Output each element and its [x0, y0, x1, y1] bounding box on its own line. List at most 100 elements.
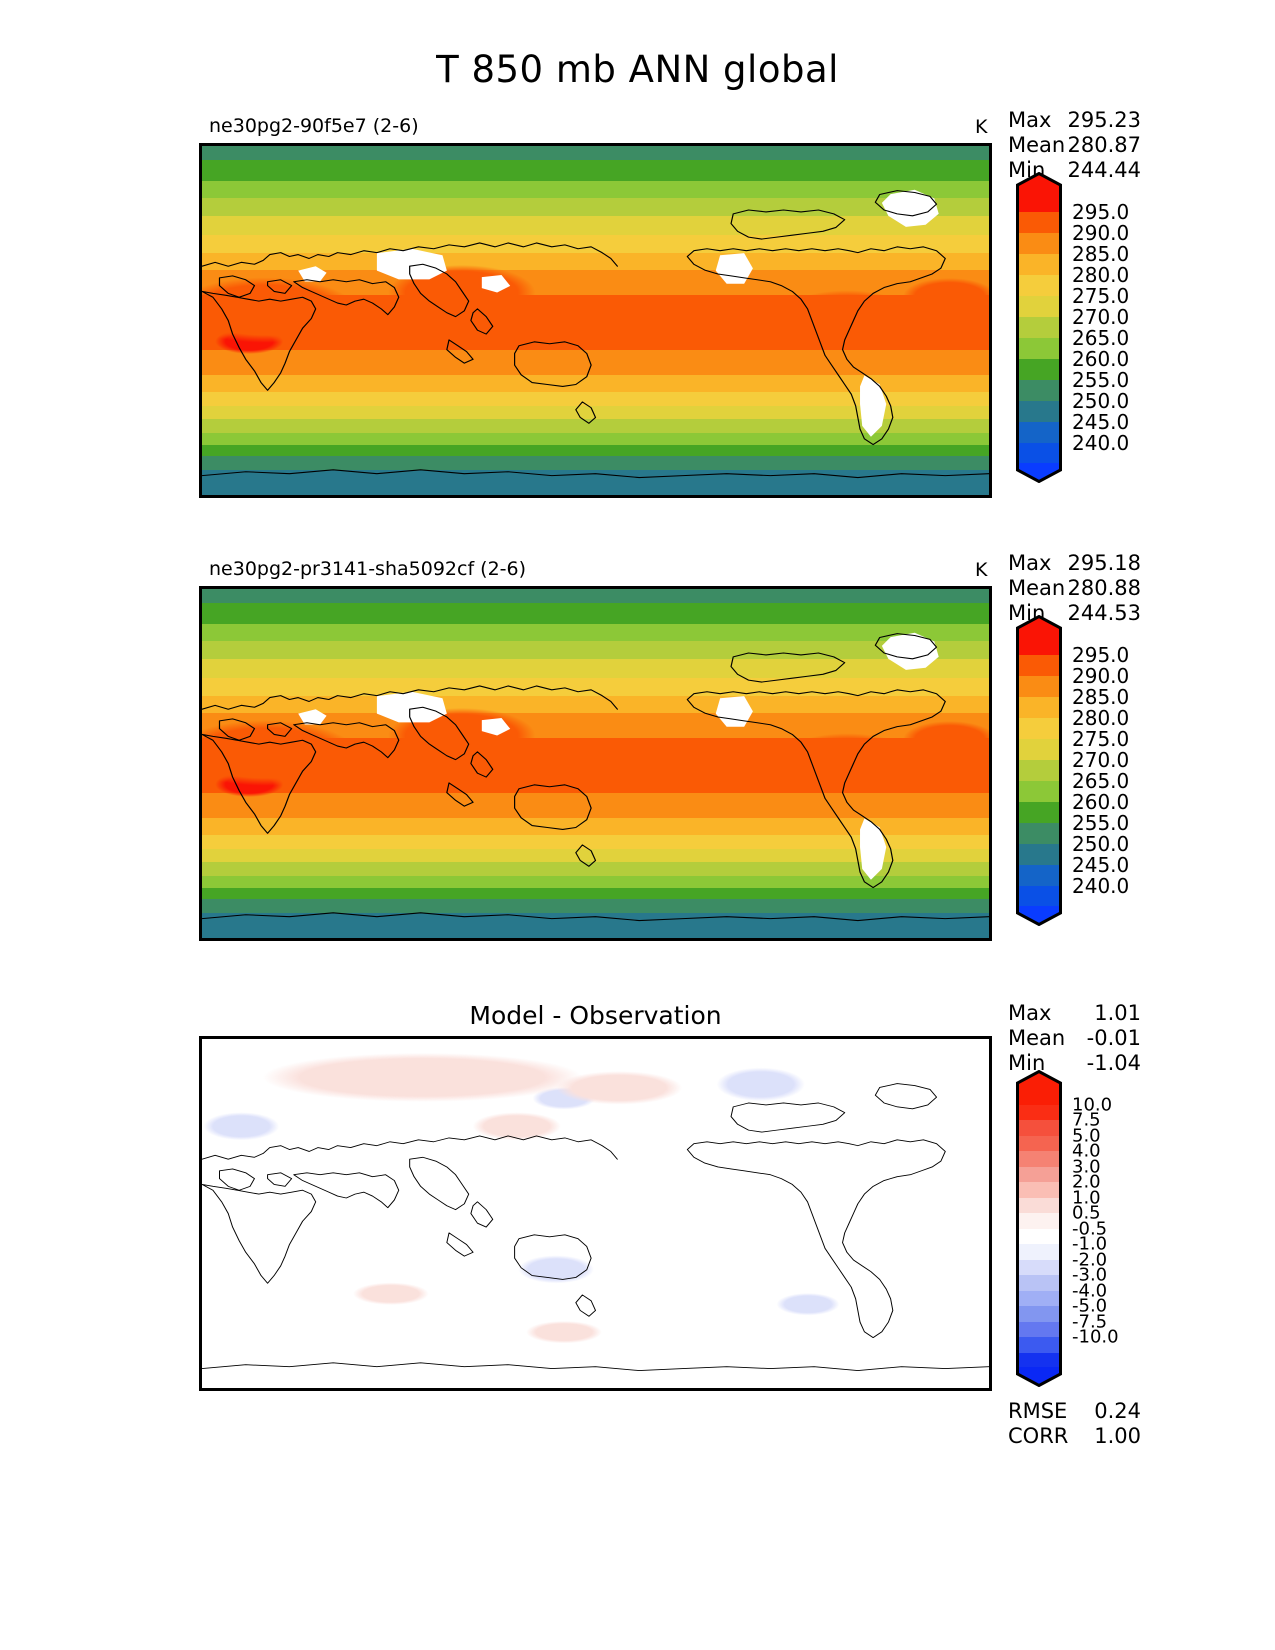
colorbar-segment — [1019, 1306, 1059, 1322]
colorbar-segment — [1019, 212, 1059, 234]
colorbar-segment — [1019, 1321, 1059, 1338]
colorbar-segment — [1019, 1120, 1059, 1136]
colorbar-tick-label: 250.0 — [1072, 389, 1130, 413]
panel-caption: ne30pg2-pr3141-sha5092cf (2-6) — [209, 558, 527, 580]
units-label: K — [975, 116, 988, 138]
panel-statistics: Max 1.01 Mean -0.01 Min -1.04 — [1008, 1001, 1141, 1076]
colorbar-tick-label: 285.0 — [1072, 685, 1130, 709]
colorbar-segment — [1019, 1275, 1059, 1291]
stat-value: 244.53 — [1067, 601, 1141, 625]
stat-key: Max — [1008, 551, 1052, 575]
coastline-overlay — [202, 146, 989, 495]
colorbar-segment — [1019, 1104, 1059, 1121]
y-axis-tick — [199, 1217, 202, 1220]
colorbar-segment — [1019, 1290, 1059, 1307]
colorbar-segment — [1019, 380, 1059, 402]
stat-value: 1.01 — [1094, 1001, 1141, 1025]
units-label: K — [975, 559, 988, 581]
colorbar-segment — [1019, 1337, 1059, 1353]
colorbar-tick-label: 260.0 — [1072, 347, 1130, 371]
colorbar-segment — [1019, 1089, 1059, 1105]
colorbar-tick-label: -1.0 — [1072, 1233, 1108, 1255]
colorbar-tick-label: 270.0 — [1072, 748, 1130, 772]
colorbar-segment — [1019, 1151, 1059, 1167]
colorbar-over-arrow — [1016, 172, 1062, 192]
colorbar-tick-label: -0.5 — [1072, 1218, 1108, 1239]
x-axis-tick — [466, 1388, 469, 1391]
colorbar-tick-label: 4.0 — [1072, 1140, 1101, 1162]
colorbar-segment — [1019, 886, 1059, 908]
colorbar-tick-label: -5.0 — [1072, 1295, 1108, 1317]
colorbar-segment — [1019, 1182, 1059, 1198]
colorbar-segment — [1019, 422, 1059, 444]
stat-value: 280.87 — [1067, 133, 1141, 157]
colorbar-under-arrow — [1016, 906, 1062, 926]
colorbar-segment — [1019, 338, 1059, 360]
colorbar-tick-label: -7.5 — [1072, 1311, 1108, 1332]
colorbar-segment — [1019, 655, 1059, 677]
colorbar-segment — [1019, 359, 1059, 381]
colorbar-segment — [1019, 1244, 1059, 1260]
colorbar-segment — [1019, 254, 1059, 276]
stat-row: Max 295.23 — [1008, 108, 1141, 133]
stat-row: Min -1.04 — [1008, 1051, 1141, 1076]
x-axis-tick — [202, 1388, 205, 1391]
colorbar-tick-label: 240.0 — [1072, 874, 1130, 898]
map-plot-area: 90°N60°N30°N0°30°S60°S90°S0°E60°E120°E18… — [199, 143, 992, 498]
metric-key: RMSE — [1008, 1399, 1068, 1423]
colorbar-tick-label: -10.0 — [1072, 1326, 1119, 1348]
colorbar-segment — [1019, 1228, 1059, 1245]
stat-value: 295.18 — [1067, 551, 1141, 575]
colorbar-segment — [1019, 317, 1059, 339]
metric-key: CORR — [1008, 1424, 1069, 1448]
colorbar-tick-label: 240.0 — [1072, 431, 1130, 455]
metric-value: 1.00 — [1094, 1424, 1141, 1448]
colorbar-tick-label: 0.5 — [1072, 1202, 1101, 1224]
stat-row: Min 244.44 — [1008, 158, 1141, 183]
colorbar-under-arrow — [1016, 463, 1062, 483]
coastline-overlay — [202, 1039, 989, 1388]
colorbar-segment — [1019, 718, 1059, 740]
colorbar-segment — [1019, 802, 1059, 824]
colorbar-segment — [1019, 781, 1059, 803]
colorbar-tick-label: 290.0 — [1072, 664, 1130, 688]
colorbar-tick-label: 285.0 — [1072, 242, 1130, 266]
colorbar-tick-label: 250.0 — [1072, 832, 1130, 856]
y-axis-tick — [199, 1157, 202, 1160]
colorbar-over-arrow — [1016, 615, 1062, 635]
colorbar-tick-label: 275.0 — [1072, 284, 1130, 308]
y-axis-tick — [199, 1276, 202, 1279]
colorbar-tick-label: 10.0 — [1072, 1094, 1113, 1115]
metric-value: 0.24 — [1094, 1399, 1141, 1423]
map-plot-area: 90°N60°N30°N0°30°S60°S90°S0°E60°E120°E18… — [199, 586, 992, 941]
y-axis-tick — [199, 1098, 202, 1101]
warm-anomaly-overlay — [202, 589, 989, 938]
colorbar-tick-label: 265.0 — [1072, 326, 1130, 350]
colorbar-segment — [1019, 1213, 1059, 1229]
colorbar-segment — [1019, 634, 1059, 656]
colorbar-tick-label: 265.0 — [1072, 769, 1130, 793]
warm-anomaly-overlay — [202, 146, 989, 495]
colorbar-segment — [1019, 1135, 1059, 1152]
map-plot-area: 90°N60°N30°N0°30°S60°S90°S0°E60°E120°E18… — [199, 1036, 992, 1391]
panel-title-difference: Model - Observation — [469, 1001, 722, 1030]
colorbar-segment — [1019, 296, 1059, 318]
colorbar-segment — [1019, 865, 1059, 887]
stat-key: Max — [1008, 1001, 1052, 1025]
colorbar-tick-label: 280.0 — [1072, 263, 1130, 287]
colorbar-tick-label: 260.0 — [1072, 790, 1130, 814]
x-axis-tick — [863, 1388, 866, 1391]
colorbar-segment — [1019, 697, 1059, 719]
colorbar-tick-label: 295.0 — [1072, 643, 1130, 667]
stat-value: -0.01 — [1086, 1026, 1141, 1050]
difference-anomaly-patches — [202, 1039, 989, 1388]
x-axis-tick — [334, 1388, 337, 1391]
panel-statistics: Max 295.23 Mean 280.87 Min 244.44 — [1008, 108, 1141, 183]
colorbar-segment — [1019, 191, 1059, 213]
stat-value: 280.88 — [1067, 576, 1141, 600]
x-axis-tick — [599, 1388, 602, 1391]
metric-row: RMSE 0.24 — [1008, 1399, 1141, 1424]
colorbar-segment — [1019, 676, 1059, 698]
colorbar-tick-label: 295.0 — [1072, 200, 1130, 224]
